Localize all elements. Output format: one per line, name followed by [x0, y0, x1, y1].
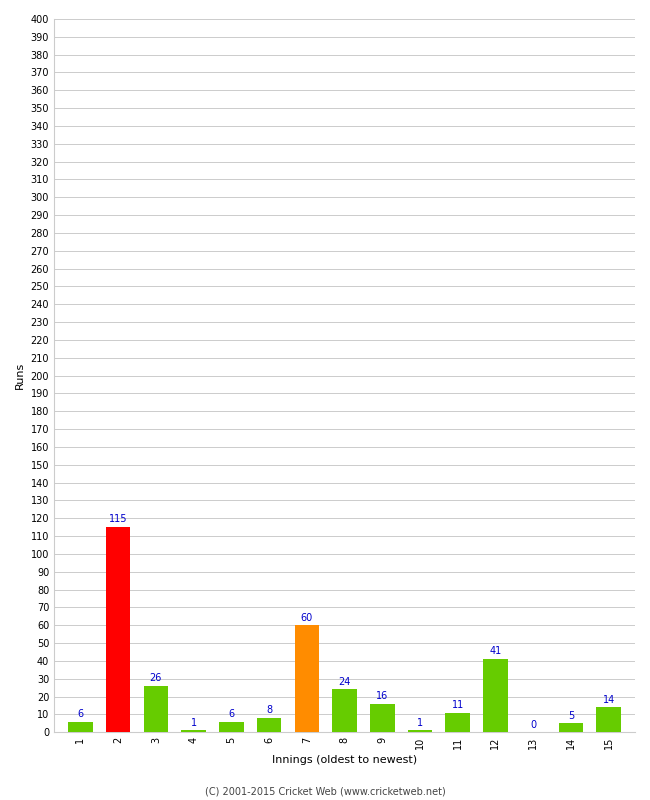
- Text: 115: 115: [109, 514, 127, 525]
- Text: 14: 14: [603, 694, 615, 705]
- Bar: [181, 730, 206, 732]
- Text: 26: 26: [150, 673, 162, 683]
- Bar: [294, 626, 319, 732]
- Text: 5: 5: [567, 710, 574, 721]
- Bar: [596, 707, 621, 732]
- Bar: [68, 722, 93, 732]
- Bar: [257, 718, 281, 732]
- Bar: [483, 659, 508, 732]
- Bar: [408, 730, 432, 732]
- Text: 24: 24: [339, 677, 351, 686]
- Text: (C) 2001-2015 Cricket Web (www.cricketweb.net): (C) 2001-2015 Cricket Web (www.cricketwe…: [205, 786, 445, 796]
- Text: 16: 16: [376, 691, 388, 701]
- Text: 6: 6: [228, 709, 235, 719]
- Bar: [219, 722, 244, 732]
- Text: 8: 8: [266, 706, 272, 715]
- Text: 11: 11: [452, 700, 464, 710]
- Text: 1: 1: [190, 718, 197, 728]
- Text: 41: 41: [489, 646, 502, 657]
- Bar: [558, 723, 583, 732]
- Y-axis label: Runs: Runs: [15, 362, 25, 390]
- Bar: [106, 527, 131, 732]
- Bar: [445, 713, 470, 732]
- Text: 0: 0: [530, 719, 536, 730]
- Text: 60: 60: [301, 613, 313, 622]
- Bar: [370, 704, 395, 732]
- Bar: [332, 690, 357, 732]
- Text: 6: 6: [77, 709, 83, 719]
- Bar: [144, 686, 168, 732]
- X-axis label: Innings (oldest to newest): Innings (oldest to newest): [272, 755, 417, 765]
- Text: 1: 1: [417, 718, 423, 728]
